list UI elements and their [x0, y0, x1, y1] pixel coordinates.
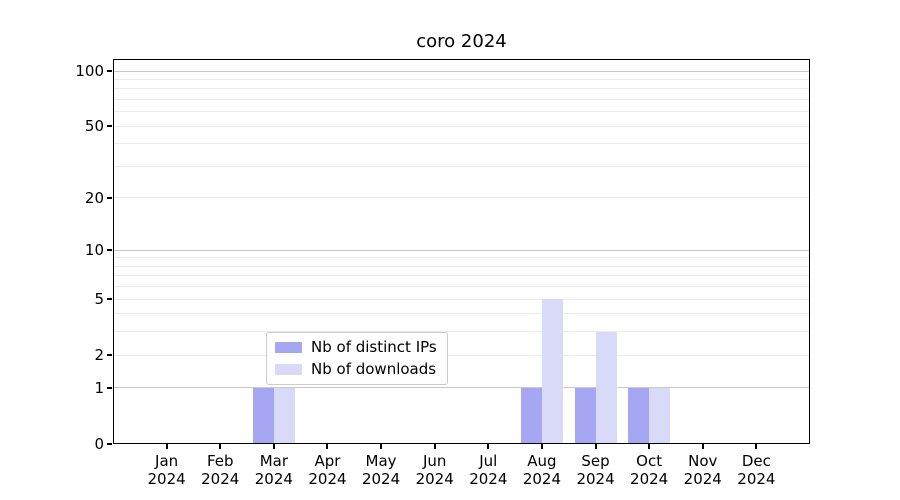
- gridline-minor: [113, 286, 810, 288]
- x-tick-mark: [648, 444, 651, 449]
- legend-swatch-distinct-ips: [275, 341, 302, 353]
- legend-label-distinct-ips: Nb of distinct IPs: [311, 338, 437, 356]
- y-tick-mark: [107, 125, 112, 128]
- gridline-major: [113, 70, 810, 72]
- y-tick-label: 50: [84, 117, 104, 136]
- bar-nb-of-downloads-aug: [541, 299, 563, 444]
- gridline-minor: [113, 354, 810, 356]
- legend-swatch-downloads: [275, 363, 302, 375]
- gridline-minor: [113, 125, 810, 127]
- legend-row: Nb of downloads: [275, 360, 437, 378]
- bar-nb-of-downloads-sep: [595, 331, 617, 444]
- y-tick-label: 5: [94, 290, 104, 309]
- x-tick-label: Sep 2024: [576, 452, 615, 488]
- bar-nb-of-distinct-ips-sep: [574, 387, 596, 444]
- y-tick-mark: [107, 386, 112, 389]
- gridline-minor: [113, 257, 810, 259]
- gridline-major: [113, 249, 810, 251]
- x-tick-mark: [165, 444, 168, 449]
- x-tick-mark: [594, 444, 597, 449]
- bar-nb-of-distinct-ips-oct: [628, 387, 650, 444]
- y-tick-mark: [107, 354, 112, 357]
- y-tick-mark: [107, 298, 112, 301]
- x-tick-mark: [540, 444, 543, 449]
- bar-nb-of-downloads-mar: [273, 387, 295, 444]
- y-tick-label: 20: [84, 188, 104, 207]
- y-tick-label: 2: [94, 346, 104, 365]
- x-tick-label: Aug 2024: [522, 452, 562, 488]
- y-tick-mark: [107, 443, 112, 445]
- legend: Nb of distinct IPs Nb of downloads: [266, 332, 448, 385]
- plot-area: [113, 59, 810, 444]
- bar-nb-of-downloads-oct: [649, 387, 671, 444]
- x-tick-mark: [487, 444, 490, 449]
- x-tick-mark: [326, 444, 329, 449]
- x-tick-label: Jul 2024: [469, 452, 508, 488]
- x-tick-label: Jan 2024: [147, 452, 186, 488]
- y-tick-mark: [107, 196, 112, 199]
- gridline-major: [113, 387, 810, 389]
- y-tick-label: 0: [94, 435, 104, 453]
- gridline-minor: [113, 98, 810, 100]
- gridline-minor: [113, 78, 810, 80]
- legend-label-downloads: Nb of downloads: [311, 360, 437, 378]
- x-tick-label: Oct 2024: [630, 452, 669, 488]
- gridline-minor: [113, 331, 810, 333]
- y-tick-label: 10: [84, 241, 104, 260]
- x-tick-label: Jun 2024: [415, 452, 454, 488]
- x-tick-label: Feb 2024: [201, 452, 240, 488]
- y-tick-label: 1: [94, 378, 104, 397]
- gridline-minor: [113, 197, 810, 199]
- chart-title: coro 2024: [416, 31, 507, 52]
- gridline-minor: [113, 298, 810, 300]
- bar-nb-of-distinct-ips-mar: [252, 387, 274, 444]
- gridline-minor: [113, 313, 810, 315]
- bar-nb-of-distinct-ips-aug: [520, 387, 542, 444]
- x-tick-mark: [380, 444, 383, 449]
- x-tick-label: May 2024: [361, 452, 401, 488]
- gridline-minor: [113, 275, 810, 277]
- legend-row: Nb of distinct IPs: [275, 338, 437, 356]
- y-tick-label: 100: [75, 62, 104, 80]
- y-tick-mark: [107, 249, 112, 252]
- x-tick-mark: [272, 444, 275, 449]
- x-tick-label: Nov 2024: [683, 452, 722, 488]
- x-tick-mark: [219, 444, 222, 449]
- gridline-minor: [113, 88, 810, 90]
- x-tick-mark: [755, 444, 758, 449]
- y-tick-mark: [107, 70, 112, 72]
- gridline-minor: [113, 111, 810, 113]
- gridline-minor: [113, 143, 810, 145]
- x-tick-label: Mar 2024: [254, 452, 293, 488]
- x-tick-label: Dec 2024: [737, 452, 776, 488]
- gridline-minor: [113, 165, 810, 167]
- x-tick-mark: [433, 444, 436, 449]
- x-tick-mark: [701, 444, 704, 449]
- gridline-minor: [113, 265, 810, 267]
- x-tick-label: Apr 2024: [308, 452, 347, 488]
